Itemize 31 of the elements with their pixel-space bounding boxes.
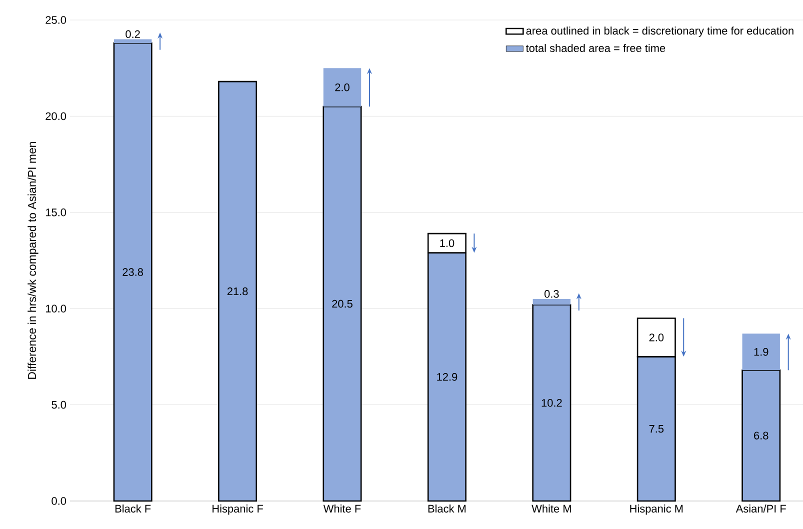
x-tick-label: Asian/PI F [736,504,786,513]
x-tick-label: Black F [115,504,151,513]
data-label: 10.2 [542,399,562,407]
bar [218,80,258,502]
x-tick-label: White M [532,504,571,513]
data-label: 2.0 [335,83,350,92]
data-label: 6.8 [754,432,768,440]
data-label: 1.9 [754,348,768,356]
y-tick-label: 10.0 [46,304,66,312]
data-label: 21.8 [227,287,248,296]
data-label: 1.0 [440,239,454,248]
data-label: 23.8 [122,268,144,276]
data-label: 2.0 [649,334,664,342]
y-tick-label: 15.0 [46,208,66,216]
legend-label: area outlined in black = discretionary time for education [526,26,794,37]
data-label: 20.5 [332,300,352,308]
y-tick-label: 0.0 [52,497,66,505]
data-label: 0.3 [544,290,559,298]
y-axis-title: Difference in hrs/wk compared to Asian/PI men [28,142,38,379]
x-tick-label: Hispanic F [212,504,263,515]
bar [113,42,152,502]
data-label: 7.5 [649,425,664,433]
x-tick-label: Hispanic M [630,504,683,515]
y-tick-label: 25.0 [46,16,66,24]
data-label: 0.2 [126,30,140,38]
legend-label: total shaded area = free time [526,44,666,52]
y-tick-label: 5.0 [52,400,66,409]
x-tick-label: White F [323,504,361,513]
x-tick-label: Black M [428,504,466,513]
data-label: 12.9 [437,373,458,381]
y-tick-label: 20.0 [46,112,66,120]
